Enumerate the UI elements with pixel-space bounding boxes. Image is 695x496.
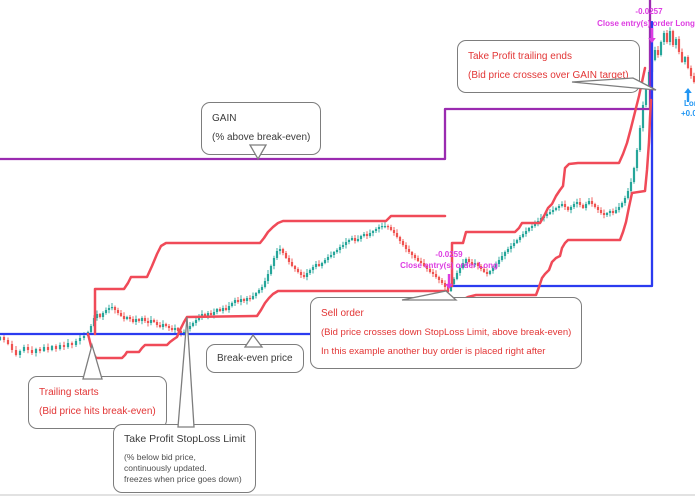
trailing-ends-callout: Take Profit trailing ends (Bid price cro… <box>457 40 640 93</box>
stoploss-limit-callout: Take Profit StopLoss Limit (% below bid … <box>113 424 257 493</box>
stoploss-limit-detail-2: continuously updated. <box>124 463 207 473</box>
sell-order-callout: Sell order (Bid price crosses down StopL… <box>310 297 583 369</box>
trailing-starts-callout: Trailing starts (Bid price hits break-ev… <box>28 376 167 429</box>
trailing-ends-line1: Take Profit trailing ends <box>468 51 572 62</box>
close-order-1-value: -0.0259 <box>435 250 463 259</box>
break-even-callout: Break-even price <box>206 344 304 373</box>
long-entry-3-label: Long <box>684 99 695 108</box>
trailing-starts-line1: Trailing starts <box>39 387 99 398</box>
trailing-stop-upper-1 <box>93 214 447 336</box>
sell-order-line1: Sell order <box>321 308 364 319</box>
trailing-starts-line2: (Bid price hits break-even) <box>39 406 156 417</box>
close-1-arrow-icon <box>445 274 453 289</box>
gain-callout-subtitle: (% above break-even) <box>212 132 311 143</box>
stoploss-limit-detail-1: (% below bid price, <box>124 452 196 462</box>
gain-callout-title: GAIN <box>212 113 237 124</box>
close-order-2-value: -0.0257 <box>635 7 663 16</box>
break-even-line-2 <box>446 20 654 288</box>
gain-target-line <box>0 0 652 161</box>
stoploss-limit-detail-3: freezes when price goes down) <box>124 474 242 484</box>
trailing-stop-lower-2 <box>450 98 653 310</box>
trailing-stop-upper-2 <box>450 66 647 288</box>
trailing-ends-line2: (Bid price crosses over GAIN target) <box>468 70 629 81</box>
trailing-stop-lower-1 <box>86 289 450 360</box>
close-order-1-label: Close entry(s) order Long <box>400 261 498 270</box>
gain-callout: GAIN (% above break-even) <box>201 102 322 155</box>
long-entry-3-value: +0.0257 <box>681 109 695 118</box>
sell-order-line3: In this example another buy order is pla… <box>321 346 546 357</box>
close-2-arrow-icon <box>648 28 656 43</box>
sell-order-line2: (Bid price crosses down StopLoss Limit, … <box>321 327 572 338</box>
stoploss-limit-title: Take Profit StopLoss Limit <box>124 433 246 445</box>
close-order-2-label: Close entry(s) order Long <box>597 19 695 28</box>
break-even-label: Break-even price <box>217 353 293 364</box>
entry-3-arrow-icon <box>684 88 692 102</box>
